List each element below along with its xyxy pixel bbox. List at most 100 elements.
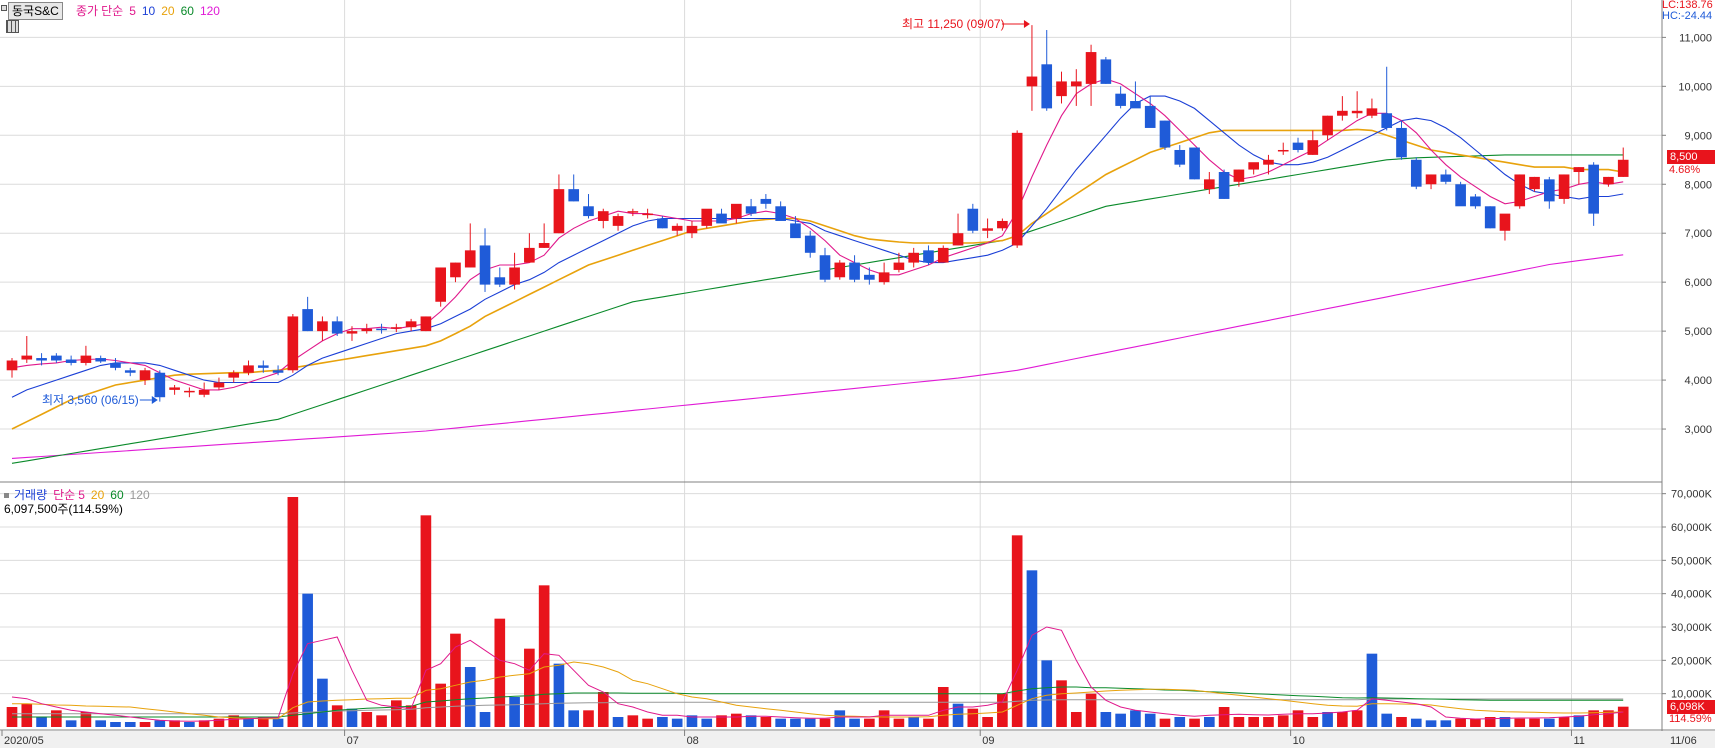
volume-bar (1529, 718, 1540, 727)
low-annotation: 최저 3,560 (06/15) (42, 393, 139, 407)
candle-body (849, 262, 860, 280)
volume-bar (790, 718, 801, 727)
candle-body (154, 372, 166, 398)
candle-body (1263, 159, 1274, 165)
legend-ma5: 5 (129, 4, 136, 18)
stock-name-label[interactable]: 동국S&C (8, 2, 63, 20)
candle-body (110, 362, 121, 368)
volume-bar (893, 718, 905, 727)
candle-body (391, 327, 402, 329)
price-tick-label: 7,000 (1684, 228, 1712, 240)
volume-info: 6,097,500주(114.59%) (4, 502, 123, 516)
chart-settings-icon[interactable] (1, 5, 7, 11)
volume-ma5-line (11, 626, 1624, 722)
volume-bar (1381, 713, 1393, 727)
volume-bar (317, 678, 328, 727)
volume-tick-label: 10,000K (1671, 689, 1713, 701)
volume-bar (36, 717, 47, 727)
grid-table-icon[interactable] (6, 20, 19, 33)
candle-body (1322, 115, 1333, 136)
candle-body (1277, 149, 1289, 152)
price-legend: 종가 단순 5 10 20 60 120 (76, 2, 226, 20)
candle-body (361, 328, 373, 332)
candle-body (1189, 147, 1200, 180)
volume-bar (849, 718, 860, 727)
candle-body (1603, 176, 1614, 185)
volume-bar (21, 703, 33, 727)
grid-lines (0, 0, 1662, 730)
volume-bar (213, 718, 225, 727)
candle-body (124, 370, 136, 373)
volume-bar (184, 722, 195, 727)
volume-bar (804, 718, 816, 727)
high-arrowhead (1023, 20, 1030, 28)
candle-body (51, 355, 62, 361)
volume-bar (730, 713, 742, 727)
volume-bar (494, 618, 506, 727)
candle-body (937, 247, 949, 263)
candle-body (1070, 81, 1082, 87)
volume-bar (1514, 718, 1526, 727)
volume-bar (657, 717, 668, 727)
candle-body (184, 390, 195, 393)
candle-body (553, 189, 565, 234)
candle-body (95, 358, 107, 362)
candle-body (1470, 196, 1481, 207)
volume-bar (1573, 715, 1585, 727)
price-tick-label: 6,000 (1684, 277, 1712, 289)
volume-bar (1026, 570, 1038, 727)
volume-bar (1322, 712, 1333, 727)
candle-body (1558, 174, 1570, 199)
volume-moving-averages (11, 626, 1624, 722)
x-tick-label: 11/06 (1670, 735, 1697, 747)
volume-bar (686, 715, 698, 727)
volume-bar (1351, 710, 1363, 727)
vol-legend-60: 60 (110, 488, 124, 502)
volume-bar (1144, 713, 1156, 727)
vol-legend-5: 5 (78, 488, 85, 502)
volume-bar (272, 718, 284, 727)
x-tick-label: 09 (982, 735, 994, 747)
candle-body (671, 225, 683, 231)
price-ma60-line (11, 154, 1624, 464)
volume-bar (671, 718, 683, 727)
candle-body (1573, 167, 1585, 173)
volume-tick-label: 30,000K (1671, 622, 1713, 634)
candle-body (139, 370, 151, 381)
volume-bar (257, 717, 269, 727)
volume-bar (1115, 713, 1126, 727)
candle-body (1292, 142, 1304, 150)
vol-legend-120: 120 (129, 488, 150, 502)
volume-bar (597, 692, 609, 727)
volume-bar (1543, 718, 1555, 727)
volume-bar (1307, 717, 1319, 727)
volume-bar (908, 717, 920, 727)
candle-body (36, 358, 47, 361)
price-ma20-line (11, 128, 1624, 430)
volume-bar (1159, 718, 1171, 727)
candle-body (509, 267, 520, 285)
candle-body (878, 272, 890, 283)
candle-body (1307, 140, 1319, 155)
candle-body (1617, 159, 1629, 177)
candle-body (80, 355, 92, 363)
volume-bar (524, 648, 535, 727)
volume-bar (80, 712, 92, 727)
candle-body (1396, 127, 1407, 158)
volume-change: 114.59% (1669, 713, 1712, 725)
volume-bar (464, 667, 476, 727)
volume-bar (1056, 680, 1067, 727)
volume-bar (110, 722, 121, 727)
price-tick-label: 9,000 (1684, 130, 1712, 142)
candle-body (420, 316, 432, 332)
volume-bar (1292, 710, 1304, 727)
volume-bar (1366, 653, 1378, 727)
candle-body (1174, 149, 1186, 165)
legend-ma120: 120 (199, 4, 220, 18)
candle-body (21, 355, 33, 360)
price-tick-label: 4,000 (1684, 375, 1712, 387)
x-axis-band (0, 731, 1715, 748)
vol-legend-simple: 단순 (53, 488, 76, 502)
